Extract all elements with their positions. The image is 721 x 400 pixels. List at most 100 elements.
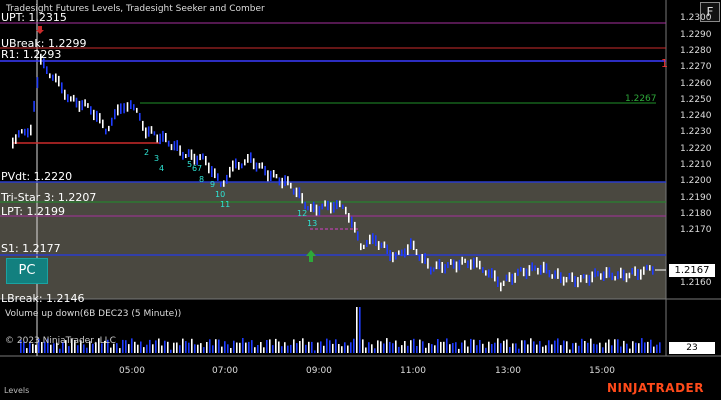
volume-bar (323, 345, 325, 353)
volume-bar (521, 340, 523, 353)
volume-bar (47, 338, 49, 353)
candle (574, 276, 576, 287)
volume-bar (455, 342, 457, 353)
candle (290, 182, 292, 189)
candle (479, 260, 481, 270)
candle (577, 277, 579, 288)
volume-bar (581, 338, 583, 353)
volume-bar (491, 344, 493, 353)
candle (531, 262, 533, 272)
candle (108, 125, 110, 132)
candle (179, 145, 181, 156)
candle (96, 110, 98, 122)
volume-bar (188, 342, 190, 353)
candle (432, 267, 435, 272)
volume-bar (425, 347, 427, 353)
candle (232, 160, 234, 172)
candle (452, 259, 455, 269)
volume-bar (320, 341, 322, 353)
volume-bar (602, 347, 604, 353)
candle (542, 261, 545, 273)
volume-bar (152, 344, 154, 353)
candle (342, 204, 344, 209)
volume-bar (176, 342, 178, 353)
volume-bar (53, 343, 55, 353)
volume-bar (503, 340, 505, 353)
volume-bar (365, 347, 367, 353)
candle (126, 102, 129, 112)
volume-bar (524, 340, 526, 353)
volume-bar (179, 345, 181, 353)
volume-bar (227, 344, 229, 353)
candle (412, 240, 415, 250)
volume-bar (173, 342, 175, 353)
volume-bar (488, 341, 490, 353)
s1-label: S1: 1.2177 (1, 242, 61, 255)
volume-bar (233, 340, 235, 353)
candle (398, 250, 400, 255)
price-tick: 1.2170 (680, 225, 712, 235)
candle (40, 53, 42, 65)
volume-bar (641, 338, 643, 353)
signal-label: 10 (215, 190, 226, 199)
candle (461, 256, 463, 265)
candle (585, 274, 588, 283)
copyright-text: © 2023 NinjaTrader, LLC (5, 336, 116, 346)
candle (652, 266, 654, 275)
candle (123, 103, 125, 114)
price-tick: 1.2220 (680, 144, 712, 154)
volume-bar (485, 347, 487, 353)
volume-bar (260, 342, 262, 353)
signal-label: 8 (199, 175, 205, 184)
volume-bar (494, 342, 496, 353)
signal-label: 3 (154, 154, 160, 163)
volume-bar (326, 338, 328, 353)
pc-button[interactable]: PC (6, 258, 48, 284)
fullscreen-button[interactable]: F (700, 2, 720, 22)
candle (258, 162, 261, 169)
candle (562, 276, 565, 286)
candle (643, 266, 645, 275)
price-tick: 1.2260 (680, 79, 712, 89)
candle (494, 270, 496, 282)
candle (336, 200, 338, 210)
candle (430, 266, 432, 275)
volume-bar (107, 339, 109, 353)
candle (628, 272, 631, 279)
candle (321, 203, 323, 210)
green-level-label: 1.2267 (625, 94, 657, 104)
upt-label: UPT: 1.2315 (1, 11, 67, 24)
volume-bar (305, 344, 307, 353)
candle (491, 268, 493, 279)
volume-bar (545, 345, 547, 353)
volume-bar (464, 340, 466, 353)
chart-tab-label[interactable]: Levels (4, 386, 30, 395)
volume-bar (236, 342, 238, 353)
candle (357, 231, 359, 241)
volume-bar (182, 338, 184, 353)
volume-bar (146, 344, 148, 353)
volume-bar (116, 343, 118, 353)
candle (64, 89, 66, 100)
candle (147, 126, 150, 137)
volume-bar (35, 344, 37, 353)
volume-bar (647, 341, 649, 353)
volume-bar (113, 343, 115, 353)
volume-bar (608, 339, 610, 353)
price-tick: 1.2250 (680, 95, 712, 105)
candle (61, 82, 63, 94)
volume-bar (560, 345, 562, 353)
volume-bar (527, 344, 529, 353)
candle (470, 259, 472, 270)
volume-bar (26, 348, 28, 353)
candle (229, 166, 231, 178)
volume-bar (596, 344, 598, 353)
candle (214, 168, 216, 179)
candle (307, 206, 309, 211)
time-tick: 05:00 (119, 366, 145, 376)
volume-bar (119, 348, 121, 353)
down-arrow-icon (36, 26, 44, 34)
price-tick: 1.2210 (680, 160, 712, 170)
volume-bar (353, 338, 355, 353)
